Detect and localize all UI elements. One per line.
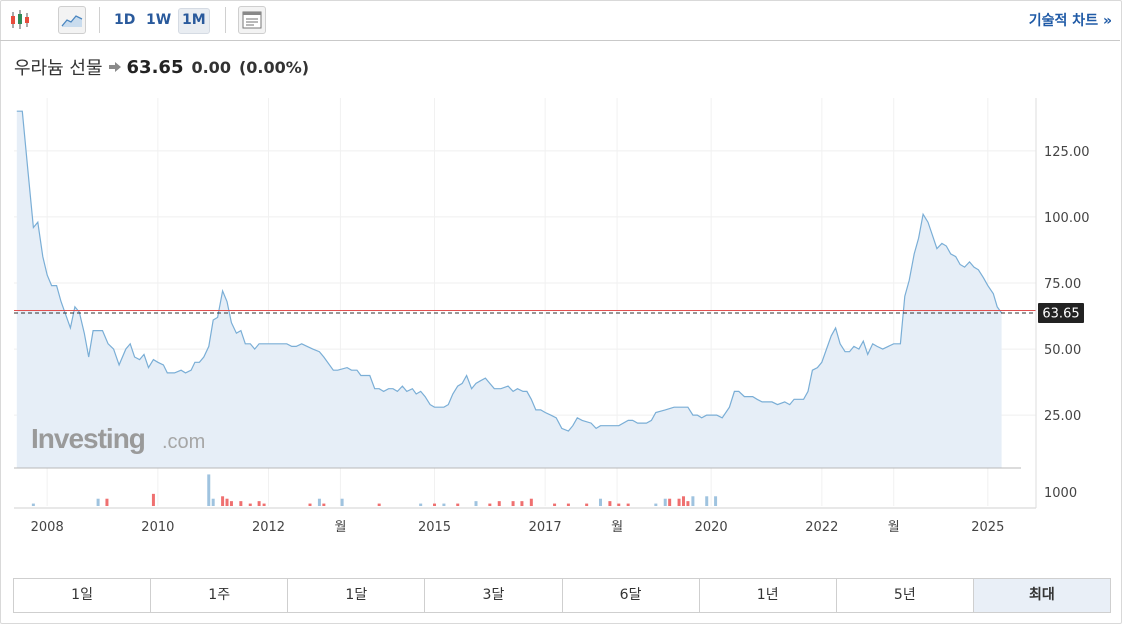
volume-bar [377,503,381,506]
volume-bar [31,503,35,506]
x-tick-label: 2012 [252,520,285,535]
volume-bar [566,503,570,506]
volume-axis-label: 1000 [1044,486,1077,501]
volume-bar [691,496,695,506]
volume-bar [239,501,243,506]
volume-bar [221,496,225,506]
current-price-tag-box [1038,302,1084,323]
volume-bar [617,503,621,506]
volume-bar [229,501,233,506]
interval-1d-button[interactable]: 1D [114,12,136,28]
volume-bar [248,503,252,506]
volume-bar [488,503,492,506]
y-axis: 25.00 50.00 75.00 100.00 125.00 [1044,145,1090,424]
y-tick-label: 125.00 [1044,145,1090,160]
x-tick-label: 월 [334,520,346,535]
volume-bar [225,498,229,506]
range-1d-button[interactable]: 1일 [14,579,152,612]
y-tick-label: 100.00 [1044,211,1090,226]
current-price-tag: 63.65 [1038,302,1084,323]
range-1y-button[interactable]: 1년 [699,579,837,612]
price-line [16,110,1003,432]
price-chart[interactable]: 25.00 50.00 75.00 100.00 125.00 2008 2010 2012… [0,90,1122,540]
volume-bar [317,498,321,506]
last-price: 63.65 [126,56,184,78]
current-price-tag-label: 63.65 [1042,306,1079,321]
x-tick-label: 2010 [141,520,174,535]
volume-bar [442,503,446,506]
y-tick-label: 75.00 [1044,277,1081,292]
volume-bar [705,496,709,506]
toolbar-divider [225,7,226,33]
volume-bar [553,503,557,506]
volume-bar [262,503,266,506]
range-max-button[interactable]: 최대 [973,579,1110,612]
volume-bar [626,503,630,506]
x-tick-label: 2008 [31,520,64,535]
volume-bar [497,501,501,506]
volume-bar [654,503,658,506]
volume-bar [686,501,690,506]
volume-bar [456,503,460,506]
time-range-selector: 1일 1주 1달 3달 6달 1년 5년 최대 [13,578,1111,613]
volume-bar [151,493,155,506]
range-1w-button[interactable]: 1주 [151,579,289,612]
quote-header: 우라늄 선물 63.65 0.00 (0.00%) [14,54,309,80]
x-tick-label: 2025 [971,520,1004,535]
price-area-fill [16,111,1002,468]
volume-bar [520,501,524,506]
layout-icon[interactable] [238,6,266,34]
x-axis: 2008 2010 2012 월 2015 2017 월 2020 2022 월 2025 [31,520,1005,535]
watermark-suffix: .com [162,431,205,453]
volume-bar [257,501,261,506]
price-change: 0.00 [191,57,231,77]
x-tick-label: 2022 [805,520,838,535]
volume-bar [598,498,602,506]
interval-1m-button[interactable]: 1M [178,8,210,34]
investing-watermark: Investing .com [31,423,205,454]
price-change-percent: (0.00%) [238,57,310,77]
volume-bar [529,498,533,506]
range-5y-button[interactable]: 5년 [836,579,974,612]
watermark-brand: Investing [31,423,145,454]
chart-toolbar: 1D 1W 1M 기술적 차트 » [0,0,1120,41]
volume-bar [668,498,672,506]
volume-bar [207,474,211,506]
volume-bar [433,503,437,506]
x-tick-label: 2020 [695,520,728,535]
volume-bar [511,501,515,506]
x-tick-label: 2017 [529,520,562,535]
volume-bar [105,498,109,506]
volume-bar [322,503,326,506]
instrument-name: 우라늄 선물 [14,58,103,79]
candlestick-icon[interactable] [7,6,35,34]
volume-bar [677,498,681,506]
y-tick-label: 50.00 [1044,343,1081,358]
volume-bar [308,503,312,506]
volume-bar [474,501,478,506]
technical-chart-link[interactable]: 기술적 차트 » [1028,13,1112,29]
volume-bar [714,496,718,506]
x-tick-label: 2015 [418,520,451,535]
volume-bar [681,496,685,506]
range-3m-button[interactable]: 3달 [425,579,563,612]
y-tick-label: 25.00 [1044,409,1081,424]
toolbar-divider [99,7,100,33]
volume-bars [31,474,718,506]
range-1m-button[interactable]: 1달 [288,579,426,612]
volume-bar [419,503,423,506]
volume-bar [340,498,344,506]
x-tick-label: 월 [611,520,623,535]
interval-1w-button[interactable]: 1W [146,12,172,28]
volume-bar [211,498,215,506]
volume-bar [585,503,589,506]
volume-bar [96,498,100,506]
volume-bar [608,501,612,506]
range-6m-button[interactable]: 6달 [562,579,700,612]
arrow-right-icon [108,61,122,73]
x-tick-label: 월 [888,520,900,535]
area-chart-icon[interactable] [58,6,86,34]
volume-bar [663,498,667,506]
